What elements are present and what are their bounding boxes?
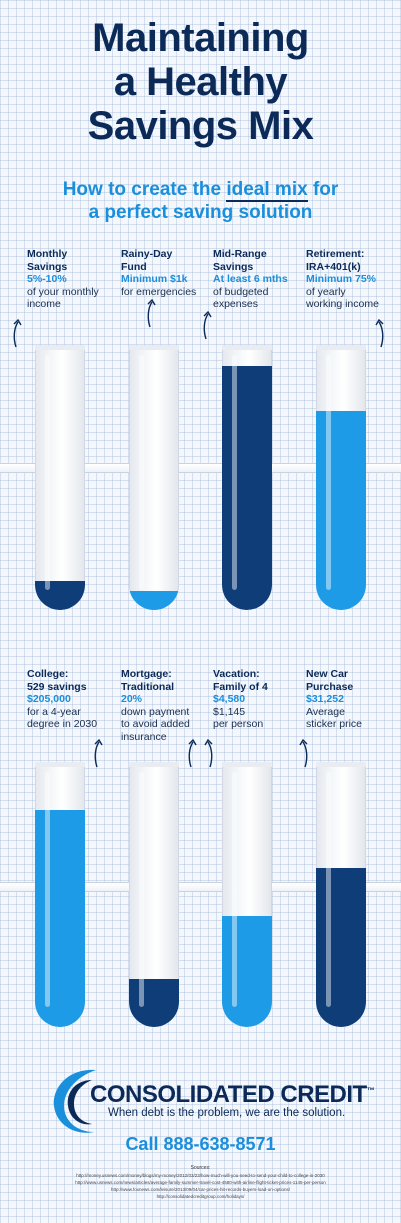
label-new-car: New Car Purchase $31,252 Average sticker… xyxy=(306,668,363,730)
shelf-bottom xyxy=(0,882,401,892)
phone-number-link[interactable]: Call 888-638-8571 xyxy=(125,1134,276,1154)
tube-fill xyxy=(222,366,272,610)
label-mortgage: Mortgage: Traditional 20% down payment t… xyxy=(121,668,190,743)
curved-arrow-icon xyxy=(373,318,385,348)
tube-vacation xyxy=(222,762,272,1027)
source-link[interactable]: http://www.usnews.com/news/articles/aver… xyxy=(75,1180,326,1185)
subtitle-pre: How to create the xyxy=(62,179,227,200)
tube-rainy-day-fund xyxy=(129,345,179,610)
title-line-3: Savings Mix xyxy=(87,104,314,148)
tube-monthly-savings xyxy=(35,345,85,610)
curved-arrow-icon xyxy=(12,318,24,348)
sources-title: Sources: xyxy=(190,1165,211,1171)
page-title: Maintaining a Healthy Savings Mix xyxy=(0,16,401,148)
logo-swoosh-icon xyxy=(48,1062,110,1140)
title-line-2: a Healthy xyxy=(113,60,288,104)
company-tagline: When debt is the problem, we are the sol… xyxy=(108,1107,346,1119)
tube-fill xyxy=(35,810,85,1027)
label-rainy-day-fund: Rainy-Day Fund Minimum $1k for emergenci… xyxy=(121,248,197,298)
source-link[interactable]: http://consolidatedcreditgroup.com/holid… xyxy=(156,1194,245,1199)
tube-mortgage xyxy=(129,762,179,1027)
sources-list: http://money.usnews.com/money/blogs/my-m… xyxy=(40,1172,361,1200)
tube-college xyxy=(35,762,85,1027)
label-vacation: Vacation: Family of 4 $4,580 $1,145 per … xyxy=(213,668,268,730)
tube-fill xyxy=(35,581,85,610)
source-link[interactable]: http://money.usnews.com/money/blogs/my-m… xyxy=(76,1173,325,1178)
label-college: College: 529 savings $205,000 for a 4-ye… xyxy=(27,668,98,730)
subtitle-line-2: a perfect saving solution xyxy=(88,202,313,223)
subtitle: How to create the ideal mix for a perfec… xyxy=(0,178,401,224)
curved-arrow-icon xyxy=(202,738,214,768)
tube-fill xyxy=(129,979,179,1027)
title-line-1: Maintaining xyxy=(92,16,309,60)
tube-retirement xyxy=(316,345,366,610)
label-mid-range-savings: Mid-Range Savings At least 6 mths of bud… xyxy=(213,248,288,310)
company-logo: CONSOLIDATED CREDIT™ xyxy=(90,1081,375,1108)
curved-arrow-icon xyxy=(202,310,214,340)
curved-arrow-icon xyxy=(93,738,105,768)
label-monthly-savings: Monthly Savings 5%-10% of your monthly i… xyxy=(27,248,99,310)
subtitle-highlight: ideal mix xyxy=(226,179,308,202)
label-retirement: Retirement: IRA+401(k) Minimum 75% of ye… xyxy=(306,248,379,310)
source-link[interactable]: http://www.foxnews.com/leisure/2013/09/0… xyxy=(110,1187,291,1192)
curved-arrow-icon xyxy=(297,738,309,768)
curved-arrow-icon xyxy=(187,738,199,768)
tube-fill xyxy=(316,411,366,610)
tube-mid-range-savings xyxy=(222,345,272,610)
tube-fill xyxy=(222,916,272,1027)
tube-fill xyxy=(129,591,179,610)
shelf-top xyxy=(0,463,401,473)
subtitle-post: for xyxy=(307,179,339,200)
curved-arrow-icon xyxy=(146,298,158,328)
tube-new-car xyxy=(316,762,366,1027)
tube-fill xyxy=(316,868,366,1027)
